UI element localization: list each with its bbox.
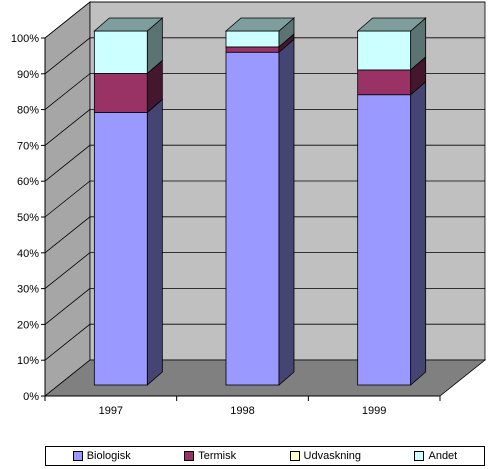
bar-segment-andet bbox=[93, 17, 163, 75]
gridlines bbox=[44, 1, 485, 361]
bar-stack-1999 bbox=[356, 17, 427, 386]
legend-item-udvaskning: Udvaskning bbox=[289, 450, 362, 462]
gridline bbox=[44, 109, 485, 146]
y-tick-label: 60% bbox=[17, 176, 39, 188]
bar-top bbox=[93, 17, 164, 32]
x-axis-tick-labels: 1997 1998 1999 bbox=[99, 405, 387, 417]
y-tick-label: 70% bbox=[17, 140, 39, 152]
y-tick-label: 90% bbox=[17, 69, 39, 81]
axes bbox=[41, 37, 441, 401]
bar-segment-andet bbox=[225, 17, 295, 48]
bar-front bbox=[357, 69, 412, 96]
x-tick-label: 1997 bbox=[99, 405, 123, 417]
bar-front bbox=[357, 94, 412, 386]
bar-front bbox=[93, 112, 148, 386]
legend-swatch bbox=[289, 451, 300, 461]
bar-front bbox=[93, 30, 148, 74]
legend-label: Termisk bbox=[198, 450, 237, 462]
gridline bbox=[44, 180, 485, 218]
gridline bbox=[44, 216, 485, 254]
legend-label: Udvaskning bbox=[303, 450, 362, 462]
legend-item-biologisk: Biologisk bbox=[72, 450, 131, 462]
bar-side bbox=[410, 80, 427, 386]
bar-top bbox=[356, 17, 427, 32]
y-tick-label: 50% bbox=[17, 212, 39, 224]
gridline bbox=[44, 323, 485, 361]
bar-side bbox=[146, 98, 163, 386]
legend-swatch bbox=[414, 451, 425, 461]
legend-swatch bbox=[184, 451, 195, 461]
y-axis-tick-labels: 0% 10% 20% 30% 40% 50% 60% 70% 80% 90% 100% bbox=[11, 33, 39, 403]
bar-front bbox=[225, 51, 280, 386]
legend-item-termisk: Termisk bbox=[184, 450, 236, 462]
gridline bbox=[44, 73, 485, 110]
x-tick-label: 1999 bbox=[362, 405, 386, 417]
gridline bbox=[44, 252, 485, 289]
bar-segment-biologisk bbox=[93, 98, 163, 386]
legend-item-andet: Andet bbox=[414, 450, 457, 462]
bar-front bbox=[225, 46, 280, 53]
y-tick-label: 0% bbox=[23, 391, 39, 403]
bars bbox=[93, 17, 427, 386]
y-tick-label: 20% bbox=[17, 319, 39, 331]
bar-side bbox=[278, 38, 295, 386]
bar-segment-biologisk bbox=[357, 80, 427, 386]
legend-label: Andet bbox=[428, 450, 458, 462]
gridline bbox=[44, 144, 485, 182]
y-tick-label: 10% bbox=[17, 355, 39, 367]
gridline bbox=[44, 1, 485, 39]
legend-label: Biologisk bbox=[86, 450, 131, 462]
y-tick-label: 100% bbox=[11, 33, 39, 45]
bar-segment-biologisk bbox=[225, 38, 295, 386]
bar-front bbox=[357, 30, 412, 71]
y-tick-label: 80% bbox=[17, 105, 39, 117]
x-tick-label: 1998 bbox=[230, 405, 254, 417]
legend: Biologisk Termisk Udvaskning Andet bbox=[45, 446, 485, 466]
bar-front bbox=[93, 73, 148, 113]
bar-segment-andet bbox=[357, 17, 427, 71]
bar-front bbox=[225, 30, 280, 48]
bar-stack-1998 bbox=[224, 17, 296, 386]
y-tick-label: 30% bbox=[17, 284, 39, 296]
bar-stack-1997 bbox=[93, 17, 164, 386]
bar-top bbox=[224, 17, 296, 32]
bar-segment-termisk bbox=[357, 56, 427, 96]
y-tick-label: 40% bbox=[17, 248, 39, 260]
chart-area: 0%10%20%30%40%50%60%70%80%90%100% 1997 19… bbox=[11, 1, 487, 417]
legend-swatch bbox=[72, 451, 83, 461]
gridline bbox=[44, 37, 485, 75]
gridline bbox=[44, 287, 485, 325]
